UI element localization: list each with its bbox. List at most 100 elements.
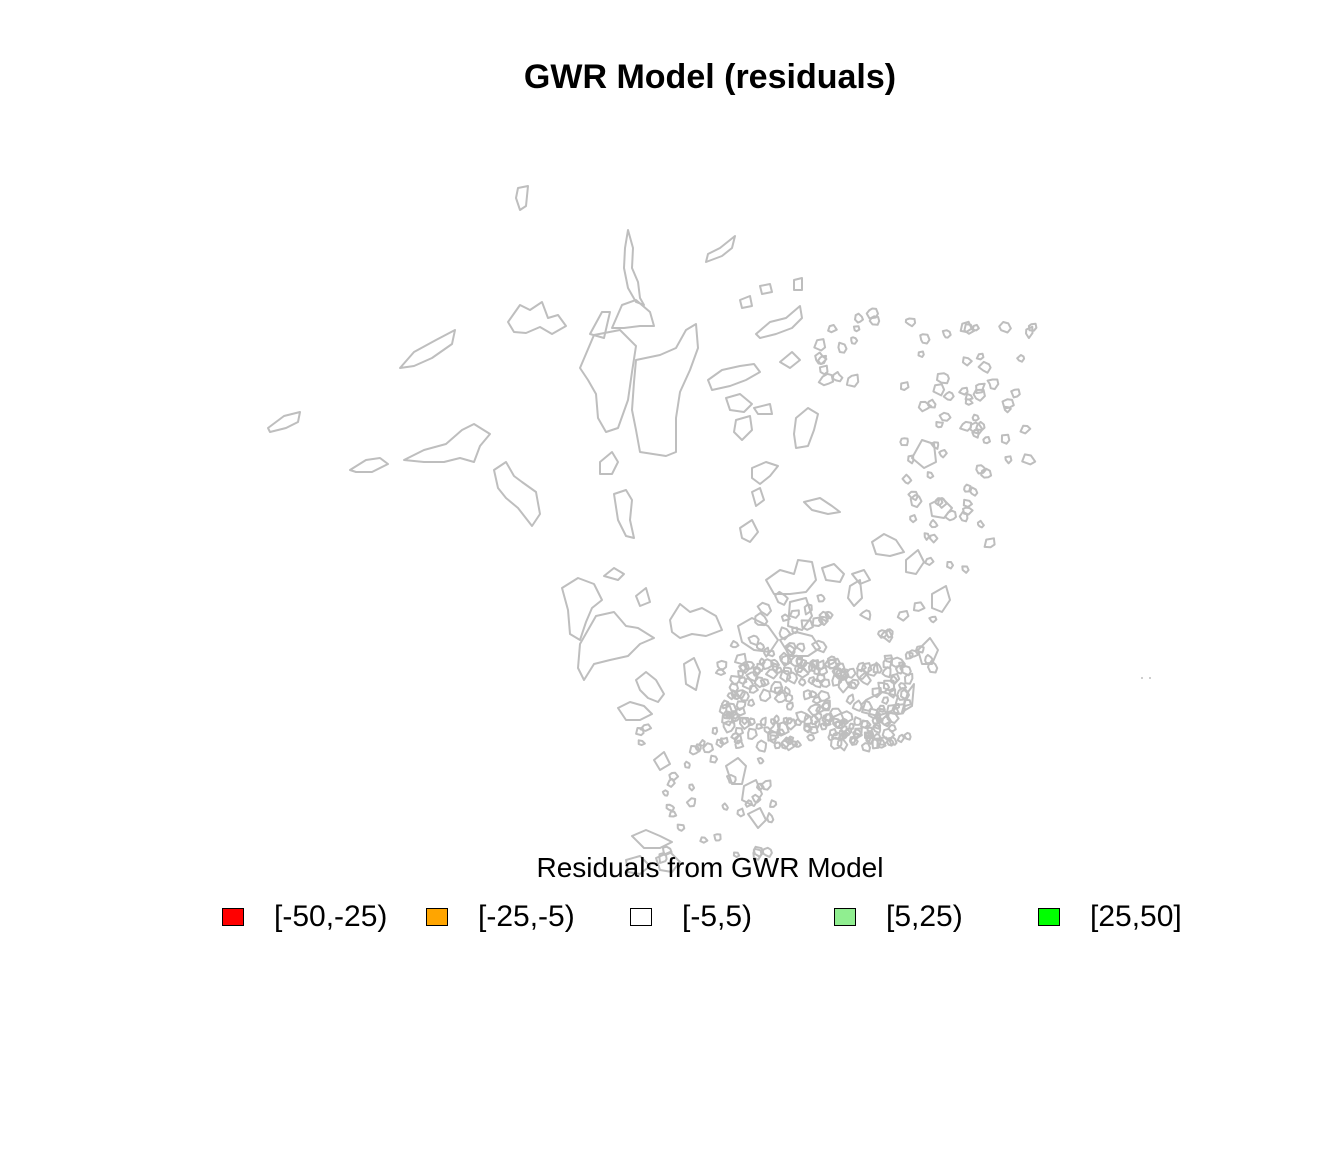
region-polygon [852,728,863,739]
region-polygon [756,601,772,617]
region-polygon [874,707,889,722]
region-polygon [668,771,680,781]
region-polygon [837,678,850,694]
region-polygon [716,659,728,671]
region-polygon [896,610,910,622]
region-polygon [877,629,888,639]
region-polygon [755,305,803,339]
region-polygon [880,628,894,643]
region-polygon [637,739,646,746]
region-polygon [821,712,834,726]
region-polygon [904,317,917,328]
region-polygon [803,603,813,616]
region-polygon [665,803,675,812]
region-polygon [915,645,925,654]
map-title: GWR Model (residuals) [523,58,897,96]
region-polygon [840,730,848,737]
region-polygon [661,845,673,857]
region-polygon [971,429,980,439]
region-polygon [891,703,907,716]
region-polygon [751,793,762,804]
region-polygon [661,789,669,797]
region-polygon [756,782,765,791]
region-polygon [798,677,807,687]
region-polygon [1010,388,1021,399]
region-polygon [399,329,456,369]
region-polygon [946,561,954,570]
region-polygon [938,449,948,459]
region-polygon [669,603,723,639]
region-polygon [817,615,829,626]
region-polygon [819,722,828,731]
region-polygon [782,666,793,676]
region-polygon [876,739,887,749]
region-polygon [831,666,844,677]
region-polygon [859,672,872,686]
region-polygon [817,372,835,387]
region-polygon [751,461,779,485]
region-polygon [793,407,819,449]
region-polygon [850,336,859,345]
region-polygon [938,411,952,422]
region-polygon [851,699,863,712]
region-polygon [730,732,740,741]
region-polygon [782,716,789,724]
region-polygon [877,681,891,694]
region-polygon [903,672,914,685]
region-polygon [773,686,784,696]
region-polygon [730,689,738,699]
region-polygon [836,737,849,752]
region-polygon [962,506,974,516]
region-polygon [888,688,897,699]
region-polygon [773,690,787,704]
region-polygon [802,689,813,701]
region-polygon [865,307,879,320]
region-polygon [791,626,799,635]
region-polygon [787,597,813,631]
region-polygon [763,726,772,734]
region-polygon [719,736,729,746]
region-polygon [714,668,727,676]
region-polygon [937,497,948,509]
region-polygon [824,610,834,620]
region-polygon [789,609,800,619]
region-polygon [770,718,777,726]
region-polygon [800,619,814,631]
legend-swatch [222,908,244,926]
region-polygon [975,352,985,361]
region-polygon [881,696,890,705]
region-polygon [685,797,697,808]
region-polygon [267,411,301,433]
region-polygon [794,740,802,748]
region-polygon [907,454,915,465]
region-polygon [977,360,992,374]
region-polygon [815,673,826,683]
region-polygon [403,423,491,463]
region-polygon [766,649,776,658]
region-polygon [961,356,973,367]
region-polygon [688,745,701,756]
legend-title: Residuals from GWR Model [536,852,884,883]
legend-label: [-25,-5) [478,900,575,933]
region-polygon [589,311,611,339]
region-polygon [986,378,1000,391]
region-polygon [726,774,737,785]
region-polygon [941,329,952,339]
region-polygon [611,299,655,329]
region-polygon [860,662,873,674]
region-polygon [856,669,868,681]
region-polygon [744,799,754,808]
region-polygon [747,717,756,727]
region-polygon [753,403,773,415]
region-polygon [785,671,798,685]
region-polygon [683,760,691,769]
region-polygon [653,751,671,771]
region-polygon [866,726,874,733]
region-polygon [747,727,758,740]
region-polygon [751,487,765,507]
region-polygon [779,351,801,369]
region-polygon [811,616,824,627]
region-polygon [815,659,825,671]
region-polygon [1027,322,1038,332]
